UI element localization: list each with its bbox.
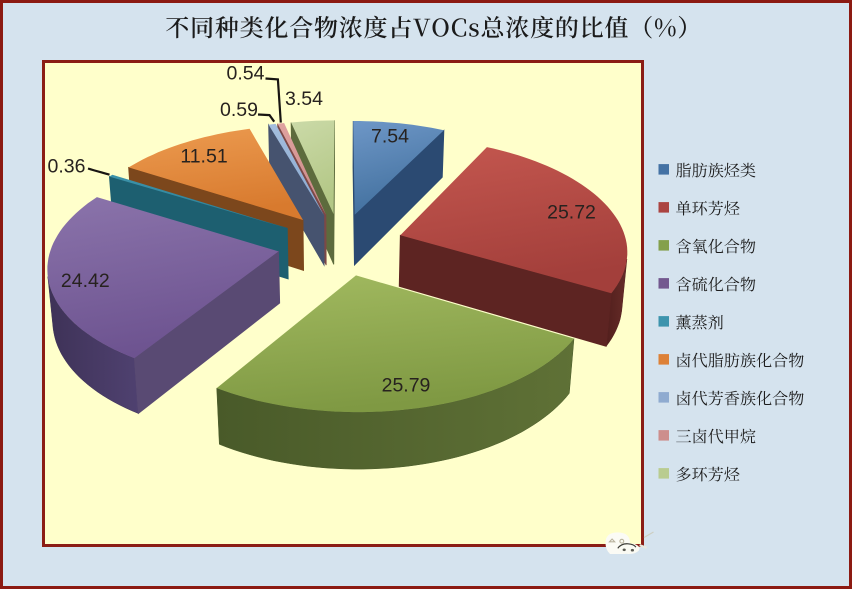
- svg-text:3.54: 3.54: [285, 88, 323, 110]
- svg-text:0.59: 0.59: [220, 99, 258, 121]
- svg-text:0.54: 0.54: [227, 62, 265, 84]
- svg-text:24.42: 24.42: [61, 270, 110, 292]
- svg-text:7.54: 7.54: [371, 125, 409, 147]
- svg-text:25.72: 25.72: [547, 202, 596, 224]
- svg-text:25.79: 25.79: [382, 374, 431, 396]
- svg-text:11.51: 11.51: [180, 145, 227, 167]
- svg-text:0.36: 0.36: [48, 156, 86, 178]
